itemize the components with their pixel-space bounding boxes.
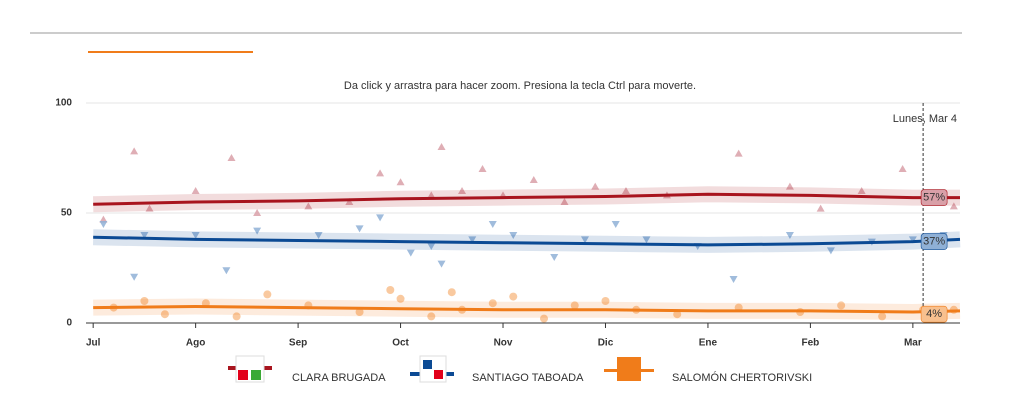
end-label: 37% — [923, 236, 945, 248]
poll-point — [642, 236, 651, 244]
poll-point — [509, 292, 518, 301]
poll-point — [458, 187, 467, 194]
end-label: 57% — [923, 192, 945, 204]
poll-point — [785, 232, 794, 239]
poll-point — [478, 165, 487, 172]
poll-point — [145, 204, 154, 212]
poll-point — [570, 301, 579, 310]
x-tick-label: Ago — [186, 338, 205, 349]
poll-point — [314, 232, 323, 239]
poll-point — [837, 301, 846, 310]
poll-point — [437, 143, 446, 150]
x-tick-label: Jul — [86, 338, 101, 349]
poll-point — [949, 202, 958, 210]
poll-point — [826, 247, 835, 255]
trend-line — [93, 235, 961, 247]
poll-point — [488, 299, 497, 308]
poll-point — [529, 176, 538, 183]
x-tick-label: Sep — [289, 338, 307, 349]
end-label: 4% — [926, 308, 942, 320]
legend-logo — [251, 370, 261, 380]
poll-point — [232, 312, 241, 321]
poll-point — [386, 286, 395, 294]
poll-point — [908, 236, 917, 244]
poll-point — [355, 308, 364, 316]
poll-point — [130, 147, 139, 155]
poll-point — [191, 187, 200, 194]
poll-point — [734, 149, 743, 157]
end-label-box — [920, 305, 948, 323]
poll-point — [253, 209, 262, 216]
poll-point — [227, 154, 236, 161]
poll-point — [898, 165, 907, 172]
legend-label: CLARA BRUGADA — [292, 372, 386, 384]
poll-point — [99, 215, 108, 223]
poll-point — [376, 169, 385, 177]
trend-line — [93, 192, 960, 206]
poll-point — [437, 260, 446, 268]
poll-point — [611, 221, 620, 228]
poll-point — [673, 310, 682, 319]
subtitle: Da click y arrastra para hacer zoom. Pre… — [344, 80, 696, 92]
legend-logo — [617, 357, 641, 381]
legend-logo — [423, 360, 432, 369]
poll-point — [816, 204, 825, 212]
poll-point — [263, 290, 272, 299]
poll-point — [222, 267, 231, 275]
poll-point — [406, 249, 415, 257]
x-tick-label: Oct — [392, 338, 409, 349]
poll-point — [427, 191, 436, 199]
trend-line — [93, 304, 961, 314]
poll-point — [878, 312, 887, 321]
legend-logo — [434, 370, 443, 379]
poll-point — [304, 202, 313, 210]
poll-point — [160, 310, 169, 319]
poll-point — [396, 294, 405, 303]
legend-label: SALOMÓN CHERTORIVSKI — [672, 371, 812, 384]
poll-point — [550, 254, 559, 261]
poll-point — [355, 225, 364, 233]
x-tick-label: Ene — [699, 338, 718, 349]
x-tick-label: Feb — [802, 338, 820, 349]
poll-point — [427, 312, 436, 321]
x-tick-label: Nov — [494, 338, 513, 349]
legend-logo — [238, 370, 248, 380]
poll-point — [345, 198, 354, 205]
poll-point — [591, 182, 600, 190]
y-tick-label: 50 — [61, 208, 73, 219]
x-tick-label: Mar — [904, 338, 922, 349]
poll-point — [130, 273, 139, 281]
y-tick-label: 100 — [55, 98, 72, 109]
x-tick-label: Dic — [598, 338, 614, 349]
poll-point — [191, 232, 200, 239]
poll-point — [580, 236, 589, 244]
poll-point — [468, 236, 477, 244]
cursor-label: Lunes, Mar 4 — [893, 113, 957, 125]
y-tick-label: 0 — [66, 318, 72, 329]
poll-point — [560, 198, 569, 205]
poll-point — [621, 187, 630, 194]
end-label-box — [920, 233, 948, 250]
poll-point — [540, 314, 549, 323]
poll-point — [140, 232, 149, 239]
poll-point — [99, 221, 108, 228]
end-label-box — [920, 189, 948, 206]
poll-point — [729, 276, 738, 283]
poll-point — [447, 288, 456, 297]
legend-label: SANTIAGO TABOADA — [472, 372, 584, 384]
poll-point — [785, 182, 794, 190]
poll-point — [509, 232, 518, 239]
poll-point — [427, 243, 436, 250]
poll-point — [601, 297, 610, 305]
poll-point — [376, 214, 385, 222]
poll-point — [396, 178, 405, 186]
poll-point — [488, 221, 497, 228]
poll-point — [857, 187, 866, 194]
poll-point — [253, 227, 262, 235]
poll-point — [140, 297, 149, 305]
